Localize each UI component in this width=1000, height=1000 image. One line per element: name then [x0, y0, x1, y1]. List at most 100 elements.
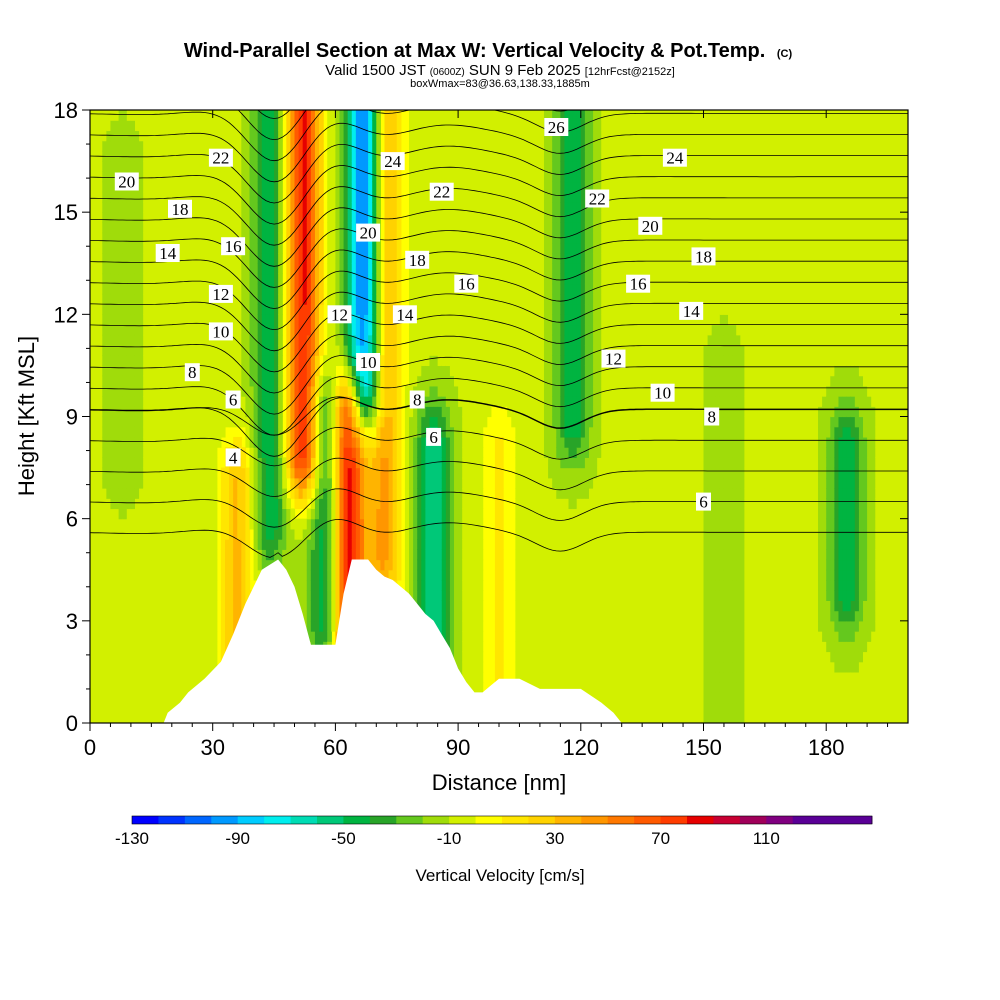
- w-cell: [351, 171, 357, 183]
- w-cell: [319, 416, 324, 428]
- w-cell: [179, 447, 185, 458]
- w-cell: [163, 201, 169, 213]
- w-cell: [130, 549, 136, 561]
- w-cell: [106, 191, 112, 203]
- w-cell: [310, 477, 316, 489]
- w-cell: [220, 559, 226, 571]
- w-cell: [306, 518, 312, 530]
- w-cell: [306, 273, 312, 285]
- w-cell: [314, 610, 320, 622]
- w-cell: [204, 590, 210, 601]
- w-cell: [392, 385, 398, 397]
- w-cell: [155, 661, 161, 673]
- w-cell: [310, 396, 316, 407]
- w-cell: [196, 324, 202, 336]
- w-cell: [233, 375, 238, 387]
- w-cell: [335, 161, 341, 172]
- w-cell: [126, 212, 132, 223]
- w-cell: [298, 181, 304, 193]
- w-cell: [294, 559, 300, 571]
- w-cell: [143, 549, 148, 561]
- w-cell: [445, 477, 451, 489]
- w-cell: [118, 385, 124, 397]
- w-cell: [368, 150, 373, 162]
- w-cell: [339, 212, 345, 223]
- w-cell: [323, 508, 328, 520]
- w-cell: [204, 324, 210, 336]
- w-cell: [417, 477, 422, 489]
- w-cell: [372, 140, 377, 152]
- w-cell: [331, 508, 336, 520]
- w-cell: [319, 385, 324, 397]
- w-cell: [409, 283, 414, 295]
- w-cell: [269, 232, 275, 244]
- w-cell: [376, 242, 381, 254]
- w-cell: [229, 539, 234, 550]
- w-cell: [335, 426, 341, 438]
- w-cell: [204, 518, 210, 530]
- w-cell: [143, 488, 148, 499]
- w-cell: [404, 447, 410, 458]
- w-cell: [98, 283, 103, 295]
- w-cell: [380, 539, 386, 550]
- w-cell: [155, 539, 161, 550]
- w-cell: [265, 518, 271, 530]
- w-cell: [376, 426, 381, 438]
- w-cell: [139, 171, 144, 183]
- w-cell: [167, 508, 173, 520]
- w-cell: [151, 488, 157, 499]
- w-cell: [90, 610, 95, 622]
- w-cell: [339, 467, 345, 479]
- w-cell: [147, 201, 152, 213]
- w-cell: [388, 242, 394, 254]
- w-cell: [376, 477, 381, 489]
- w-cell: [147, 304, 152, 315]
- w-cell: [102, 651, 107, 663]
- w-cell: [269, 447, 275, 458]
- w-cell: [151, 651, 157, 663]
- w-cell: [102, 355, 107, 367]
- w-cell: [241, 355, 247, 367]
- w-cell: [212, 222, 218, 234]
- w-cell: [110, 304, 116, 315]
- w-cell: [208, 447, 214, 458]
- w-cell: [147, 590, 152, 601]
- w-cell: [143, 539, 148, 550]
- w-cell: [200, 477, 206, 489]
- w-cell: [274, 426, 279, 438]
- w-cell: [413, 212, 418, 223]
- w-cell: [253, 385, 259, 397]
- w-cell: [171, 304, 177, 315]
- w-cell: [368, 539, 373, 550]
- w-cell: [126, 579, 132, 591]
- w-cell: [310, 467, 316, 479]
- w-cell: [102, 682, 107, 693]
- w-cell: [237, 436, 242, 448]
- w-cell: [147, 334, 152, 346]
- w-cell: [179, 334, 185, 346]
- w-cell: [376, 171, 381, 183]
- w-cell: [249, 293, 255, 305]
- w-cell: [163, 631, 169, 642]
- w-cell: [233, 539, 238, 550]
- w-cell: [110, 334, 116, 346]
- w-cell: [134, 610, 140, 622]
- w-cell: [192, 232, 197, 244]
- w-cell: [94, 120, 99, 132]
- w-cell: [421, 488, 426, 499]
- w-cell: [441, 304, 447, 315]
- w-cell: [319, 263, 324, 275]
- w-cell: [388, 130, 394, 142]
- w-cell: [364, 344, 369, 356]
- w-cell: [335, 590, 341, 601]
- w-cell: [425, 416, 431, 428]
- w-cell: [106, 600, 112, 612]
- w-cell: [396, 365, 402, 377]
- w-cell: [384, 334, 390, 346]
- w-cell: [261, 120, 267, 132]
- w-cell: [298, 161, 304, 172]
- w-cell: [269, 375, 275, 387]
- w-cell: [212, 232, 218, 244]
- w-cell: [188, 130, 193, 142]
- w-cell: [364, 334, 369, 346]
